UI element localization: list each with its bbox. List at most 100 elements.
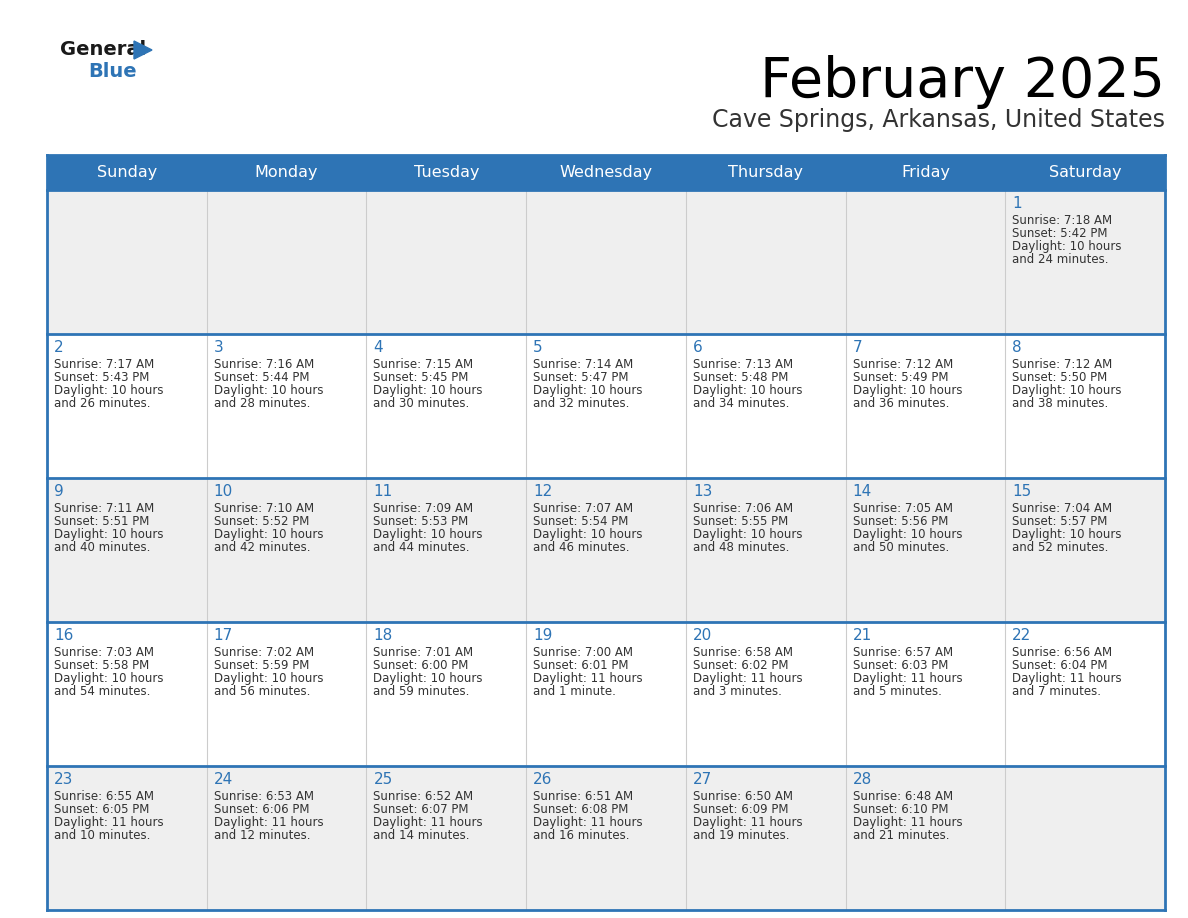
Text: Sunrise: 7:12 AM: Sunrise: 7:12 AM xyxy=(1012,358,1112,371)
Text: Daylight: 10 hours: Daylight: 10 hours xyxy=(214,672,323,685)
Text: 1: 1 xyxy=(1012,196,1022,211)
Text: Sunrise: 7:01 AM: Sunrise: 7:01 AM xyxy=(373,646,474,659)
Text: and 26 minutes.: and 26 minutes. xyxy=(53,397,151,410)
Text: and 34 minutes.: and 34 minutes. xyxy=(693,397,789,410)
Text: Daylight: 10 hours: Daylight: 10 hours xyxy=(53,528,164,541)
Text: February 2025: February 2025 xyxy=(760,55,1165,109)
Text: and 44 minutes.: and 44 minutes. xyxy=(373,541,470,554)
Bar xyxy=(48,622,1165,766)
Text: Sunset: 5:59 PM: Sunset: 5:59 PM xyxy=(214,659,309,672)
Text: and 40 minutes.: and 40 minutes. xyxy=(53,541,151,554)
Text: 2: 2 xyxy=(53,340,64,355)
Text: Daylight: 11 hours: Daylight: 11 hours xyxy=(533,672,643,685)
Text: Sunset: 5:49 PM: Sunset: 5:49 PM xyxy=(853,371,948,384)
Text: 16: 16 xyxy=(53,628,74,643)
Bar xyxy=(48,478,1165,622)
Text: and 54 minutes.: and 54 minutes. xyxy=(53,685,151,698)
Text: and 7 minutes.: and 7 minutes. xyxy=(1012,685,1101,698)
Text: Sunset: 5:54 PM: Sunset: 5:54 PM xyxy=(533,515,628,528)
Text: Sunrise: 7:10 AM: Sunrise: 7:10 AM xyxy=(214,502,314,515)
Text: Sunset: 5:50 PM: Sunset: 5:50 PM xyxy=(1012,371,1107,384)
Text: and 3 minutes.: and 3 minutes. xyxy=(693,685,782,698)
Text: 10: 10 xyxy=(214,484,233,499)
Text: Daylight: 10 hours: Daylight: 10 hours xyxy=(533,384,643,397)
Text: 11: 11 xyxy=(373,484,393,499)
Text: Sunset: 5:43 PM: Sunset: 5:43 PM xyxy=(53,371,150,384)
Text: and 21 minutes.: and 21 minutes. xyxy=(853,829,949,842)
Text: Daylight: 10 hours: Daylight: 10 hours xyxy=(533,528,643,541)
Text: Sunset: 6:08 PM: Sunset: 6:08 PM xyxy=(533,803,628,816)
Text: Sunset: 5:52 PM: Sunset: 5:52 PM xyxy=(214,515,309,528)
Text: 26: 26 xyxy=(533,772,552,787)
Text: Sunrise: 6:53 AM: Sunrise: 6:53 AM xyxy=(214,790,314,803)
Text: Daylight: 11 hours: Daylight: 11 hours xyxy=(853,672,962,685)
Text: Sunrise: 6:50 AM: Sunrise: 6:50 AM xyxy=(693,790,792,803)
Text: Sunrise: 7:09 AM: Sunrise: 7:09 AM xyxy=(373,502,474,515)
Text: Daylight: 10 hours: Daylight: 10 hours xyxy=(373,672,484,685)
Text: 7: 7 xyxy=(853,340,862,355)
Text: and 12 minutes.: and 12 minutes. xyxy=(214,829,310,842)
Text: Sunset: 6:00 PM: Sunset: 6:00 PM xyxy=(373,659,469,672)
Text: and 52 minutes.: and 52 minutes. xyxy=(1012,541,1108,554)
Text: Cave Springs, Arkansas, United States: Cave Springs, Arkansas, United States xyxy=(712,108,1165,132)
Text: Thursday: Thursday xyxy=(728,165,803,180)
Text: Sunset: 5:55 PM: Sunset: 5:55 PM xyxy=(693,515,788,528)
Bar xyxy=(48,334,1165,478)
Text: Sunrise: 6:51 AM: Sunrise: 6:51 AM xyxy=(533,790,633,803)
Text: 25: 25 xyxy=(373,772,393,787)
Text: Sunrise: 7:13 AM: Sunrise: 7:13 AM xyxy=(693,358,792,371)
Text: and 28 minutes.: and 28 minutes. xyxy=(214,397,310,410)
Text: Daylight: 10 hours: Daylight: 10 hours xyxy=(853,528,962,541)
Text: and 10 minutes.: and 10 minutes. xyxy=(53,829,151,842)
Text: 28: 28 xyxy=(853,772,872,787)
Text: and 30 minutes.: and 30 minutes. xyxy=(373,397,469,410)
Text: Friday: Friday xyxy=(901,165,950,180)
Text: Sunset: 5:44 PM: Sunset: 5:44 PM xyxy=(214,371,309,384)
Text: 13: 13 xyxy=(693,484,713,499)
Text: 6: 6 xyxy=(693,340,702,355)
Text: Daylight: 10 hours: Daylight: 10 hours xyxy=(1012,384,1121,397)
Text: and 56 minutes.: and 56 minutes. xyxy=(214,685,310,698)
Text: Sunset: 5:45 PM: Sunset: 5:45 PM xyxy=(373,371,469,384)
Text: Daylight: 10 hours: Daylight: 10 hours xyxy=(214,528,323,541)
Text: Sunrise: 6:56 AM: Sunrise: 6:56 AM xyxy=(1012,646,1112,659)
Text: Sunrise: 7:05 AM: Sunrise: 7:05 AM xyxy=(853,502,953,515)
Text: Daylight: 11 hours: Daylight: 11 hours xyxy=(693,816,802,829)
Text: 27: 27 xyxy=(693,772,712,787)
Text: Daylight: 10 hours: Daylight: 10 hours xyxy=(53,672,164,685)
Text: Sunset: 6:01 PM: Sunset: 6:01 PM xyxy=(533,659,628,672)
Text: and 50 minutes.: and 50 minutes. xyxy=(853,541,949,554)
Text: Daylight: 10 hours: Daylight: 10 hours xyxy=(693,528,802,541)
Text: Sunrise: 7:04 AM: Sunrise: 7:04 AM xyxy=(1012,502,1112,515)
Text: Daylight: 11 hours: Daylight: 11 hours xyxy=(214,816,323,829)
Text: Daylight: 10 hours: Daylight: 10 hours xyxy=(214,384,323,397)
Text: 23: 23 xyxy=(53,772,74,787)
Text: 12: 12 xyxy=(533,484,552,499)
Text: Daylight: 11 hours: Daylight: 11 hours xyxy=(373,816,484,829)
Text: Daylight: 10 hours: Daylight: 10 hours xyxy=(53,384,164,397)
Text: 19: 19 xyxy=(533,628,552,643)
Text: Daylight: 11 hours: Daylight: 11 hours xyxy=(533,816,643,829)
Text: Sunset: 6:05 PM: Sunset: 6:05 PM xyxy=(53,803,150,816)
Text: Sunrise: 6:58 AM: Sunrise: 6:58 AM xyxy=(693,646,792,659)
Text: Sunset: 6:07 PM: Sunset: 6:07 PM xyxy=(373,803,469,816)
Text: Tuesday: Tuesday xyxy=(413,165,479,180)
Text: 18: 18 xyxy=(373,628,393,643)
Text: Sunset: 5:56 PM: Sunset: 5:56 PM xyxy=(853,515,948,528)
Text: 20: 20 xyxy=(693,628,712,643)
Text: Daylight: 10 hours: Daylight: 10 hours xyxy=(1012,528,1121,541)
Text: Sunrise: 6:55 AM: Sunrise: 6:55 AM xyxy=(53,790,154,803)
Text: 24: 24 xyxy=(214,772,233,787)
Text: Sunset: 6:09 PM: Sunset: 6:09 PM xyxy=(693,803,789,816)
Text: Sunset: 6:10 PM: Sunset: 6:10 PM xyxy=(853,803,948,816)
Text: Sunset: 5:42 PM: Sunset: 5:42 PM xyxy=(1012,227,1107,240)
Text: Sunrise: 7:07 AM: Sunrise: 7:07 AM xyxy=(533,502,633,515)
Text: Daylight: 11 hours: Daylight: 11 hours xyxy=(693,672,802,685)
Text: and 32 minutes.: and 32 minutes. xyxy=(533,397,630,410)
Text: Sunset: 6:06 PM: Sunset: 6:06 PM xyxy=(214,803,309,816)
Text: Sunset: 5:57 PM: Sunset: 5:57 PM xyxy=(1012,515,1107,528)
Text: Sunset: 5:47 PM: Sunset: 5:47 PM xyxy=(533,371,628,384)
Text: Sunrise: 7:15 AM: Sunrise: 7:15 AM xyxy=(373,358,474,371)
Text: 14: 14 xyxy=(853,484,872,499)
Text: 4: 4 xyxy=(373,340,383,355)
